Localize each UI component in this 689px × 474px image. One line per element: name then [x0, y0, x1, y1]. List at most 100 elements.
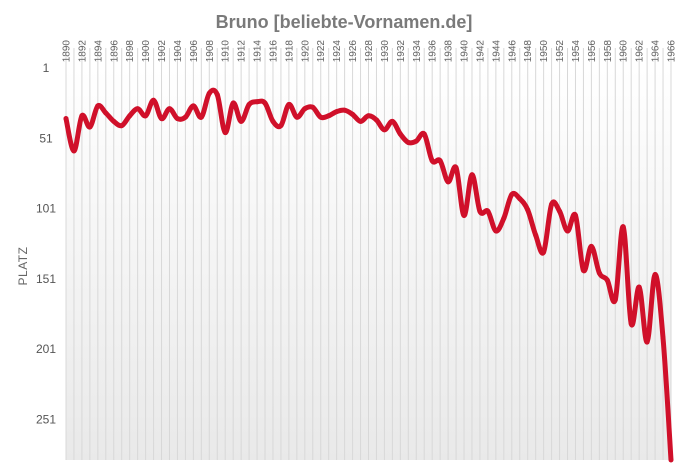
x-tick-label: 1916 [268, 40, 279, 63]
x-tick-label: 1954 [571, 40, 582, 63]
x-tick-label: 1912 [237, 40, 248, 63]
data-point [381, 127, 387, 133]
data-point [318, 114, 324, 120]
data-point [612, 297, 618, 303]
x-tick-label: 1952 [555, 40, 566, 63]
grid-lines [65, 40, 672, 460]
data-point [127, 113, 133, 119]
x-tick-label: 1890 [62, 40, 73, 63]
data-point [405, 140, 411, 145]
data-point [326, 113, 332, 119]
x-tick-label: 1946 [507, 40, 518, 63]
data-point [445, 179, 451, 185]
x-tick-label: 1966 [667, 40, 678, 63]
data-point [429, 158, 435, 164]
x-tick-label: 1958 [603, 40, 614, 63]
x-tick-label: 1962 [635, 40, 646, 63]
data-point [63, 116, 69, 122]
data-point [596, 270, 602, 276]
x-tick-label: 1900 [141, 40, 152, 63]
y-tick-label: 51 [39, 131, 53, 145]
x-tick-label: 1926 [348, 40, 359, 63]
x-tick-label: 1930 [380, 40, 391, 63]
data-point [469, 172, 475, 178]
data-point [302, 106, 308, 112]
data-point [421, 131, 427, 137]
data-point [222, 130, 228, 136]
data-point [509, 192, 515, 197]
data-point [174, 116, 180, 122]
data-point [182, 114, 188, 120]
data-point [214, 92, 220, 98]
x-tick-label: 1906 [189, 40, 200, 63]
data-point [413, 138, 419, 144]
data-point [270, 118, 276, 124]
x-tick-label: 1918 [284, 40, 295, 63]
data-point [294, 114, 300, 120]
x-tick-label: 1914 [253, 40, 264, 63]
data-point [453, 165, 459, 171]
y-tick-label: 101 [36, 202, 56, 216]
data-point [167, 106, 172, 112]
x-tick-label: 1894 [93, 40, 104, 63]
x-tick-label: 1964 [651, 40, 662, 63]
data-point [549, 201, 555, 207]
x-tick-label: 1920 [300, 40, 311, 63]
data-point [246, 102, 252, 107]
data-point [238, 118, 244, 124]
x-tick-label: 1940 [460, 40, 471, 63]
data-point [254, 99, 260, 105]
x-tick-label: 1924 [332, 40, 343, 63]
data-point [151, 97, 157, 103]
data-point [350, 111, 356, 117]
y-tick-label: 151 [36, 272, 56, 286]
y-tick-label: 251 [36, 412, 56, 426]
chart-title: Bruno [beliebte-Vornamen.de] [216, 12, 473, 32]
data-point [119, 123, 125, 129]
x-tick-label: 1936 [428, 40, 439, 63]
x-tick-label: 1960 [619, 40, 630, 63]
x-tick-label: 1928 [364, 40, 375, 63]
data-point [493, 228, 499, 234]
data-point [652, 272, 658, 277]
data-point [95, 103, 101, 109]
data-point [286, 102, 292, 107]
data-point [485, 208, 491, 214]
data-point [636, 284, 642, 290]
data-point [262, 100, 268, 106]
x-tick-label: 1938 [444, 40, 455, 63]
y-tick-label: 201 [36, 342, 56, 356]
data-point [660, 335, 666, 341]
data-point [565, 228, 570, 234]
x-tick-label: 1956 [587, 40, 598, 63]
data-point [334, 109, 340, 115]
x-tick-label: 1942 [475, 40, 486, 63]
series-layer [63, 87, 674, 463]
data-point [79, 113, 85, 119]
data-point [580, 267, 586, 273]
y-tick-label: 1 [43, 61, 50, 75]
data-point [135, 106, 141, 112]
x-tick-label: 1910 [221, 40, 232, 63]
x-tick-label: 1902 [157, 40, 168, 63]
data-point [143, 113, 149, 119]
data-point [517, 196, 523, 202]
data-point [190, 103, 196, 109]
x-tick-label: 1932 [396, 40, 407, 63]
x-tick-label: 1922 [316, 40, 327, 63]
x-tick-label: 1904 [173, 40, 184, 63]
data-point [111, 118, 117, 124]
x-tick-label: 1944 [491, 40, 502, 63]
data-point [588, 243, 594, 249]
data-point [71, 148, 77, 154]
data-point [310, 104, 316, 110]
data-point [604, 277, 610, 283]
data-point [389, 118, 395, 124]
data-point [501, 215, 507, 221]
data-point [668, 457, 674, 463]
data-point [366, 113, 371, 119]
data-point [628, 321, 634, 327]
